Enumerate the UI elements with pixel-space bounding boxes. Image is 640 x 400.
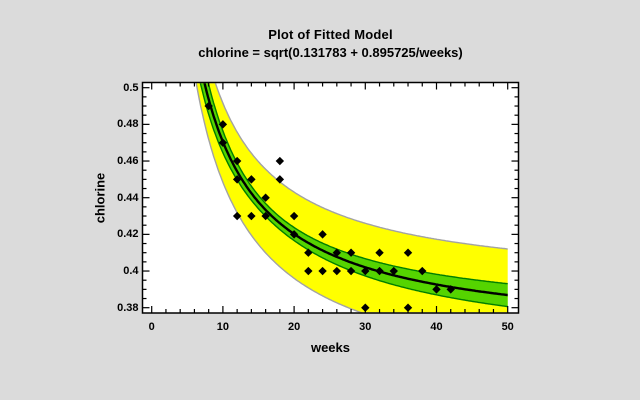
data-point [289,211,299,221]
data-point [318,266,327,276]
data-point [247,175,256,184]
y-tick-label: 0.38 [117,301,139,314]
data-point [304,266,313,276]
data-point [218,138,228,147]
axis-ticks [142,82,519,313]
x-tick-label: 20 [287,321,301,333]
y-tick-label: 0.46 [117,155,139,168]
bands-and-data-layer [195,83,508,313]
data-point [247,211,256,221]
data-point [218,120,228,129]
data-point [403,303,413,312]
x-tick-label: 50 [501,321,514,333]
data-point [261,193,270,202]
y-tick-label: 0.4 [123,265,139,278]
data-point [275,156,285,166]
data-point [232,211,242,221]
data-point [375,266,384,276]
y-tick-label: 0.5 [123,81,139,94]
prediction-band-lower-edge [195,83,363,313]
fitted-curve [203,83,508,297]
data-point [232,175,242,184]
x-tick-label: 0 [148,321,155,333]
chart-subtitle: chlorine = sqrt(0.131783 + 0.895725/week… [198,45,463,60]
x-tick-label: 40 [430,321,443,333]
prediction-band [196,83,508,313]
data-point [375,248,384,257]
chart-title: Plot of Fitted Model [268,27,393,42]
data-point [346,248,356,257]
data-point [332,248,342,257]
data-point [432,285,441,294]
y-tick-label: 0.44 [117,191,139,204]
x-tick-label: 30 [359,321,372,333]
data-point [446,285,455,294]
data-point [346,266,356,276]
data-point [361,266,370,276]
data-point [418,266,427,276]
x-axis-title: weeks [310,340,351,355]
data-point [403,248,413,257]
y-tick-label: 0.42 [117,228,139,241]
data-point [318,230,327,239]
data-point [289,230,299,239]
y-tick-label: 0.48 [117,118,139,131]
data-point [261,211,270,221]
prediction-band-upper-edge [214,83,508,250]
data-point [389,266,398,276]
data-point [304,248,313,257]
x-tick-label: 10 [216,321,230,333]
confidence-band [200,83,508,307]
data-point [332,266,342,276]
data-point [232,156,242,166]
data-point [275,175,285,184]
data-point [204,101,213,111]
